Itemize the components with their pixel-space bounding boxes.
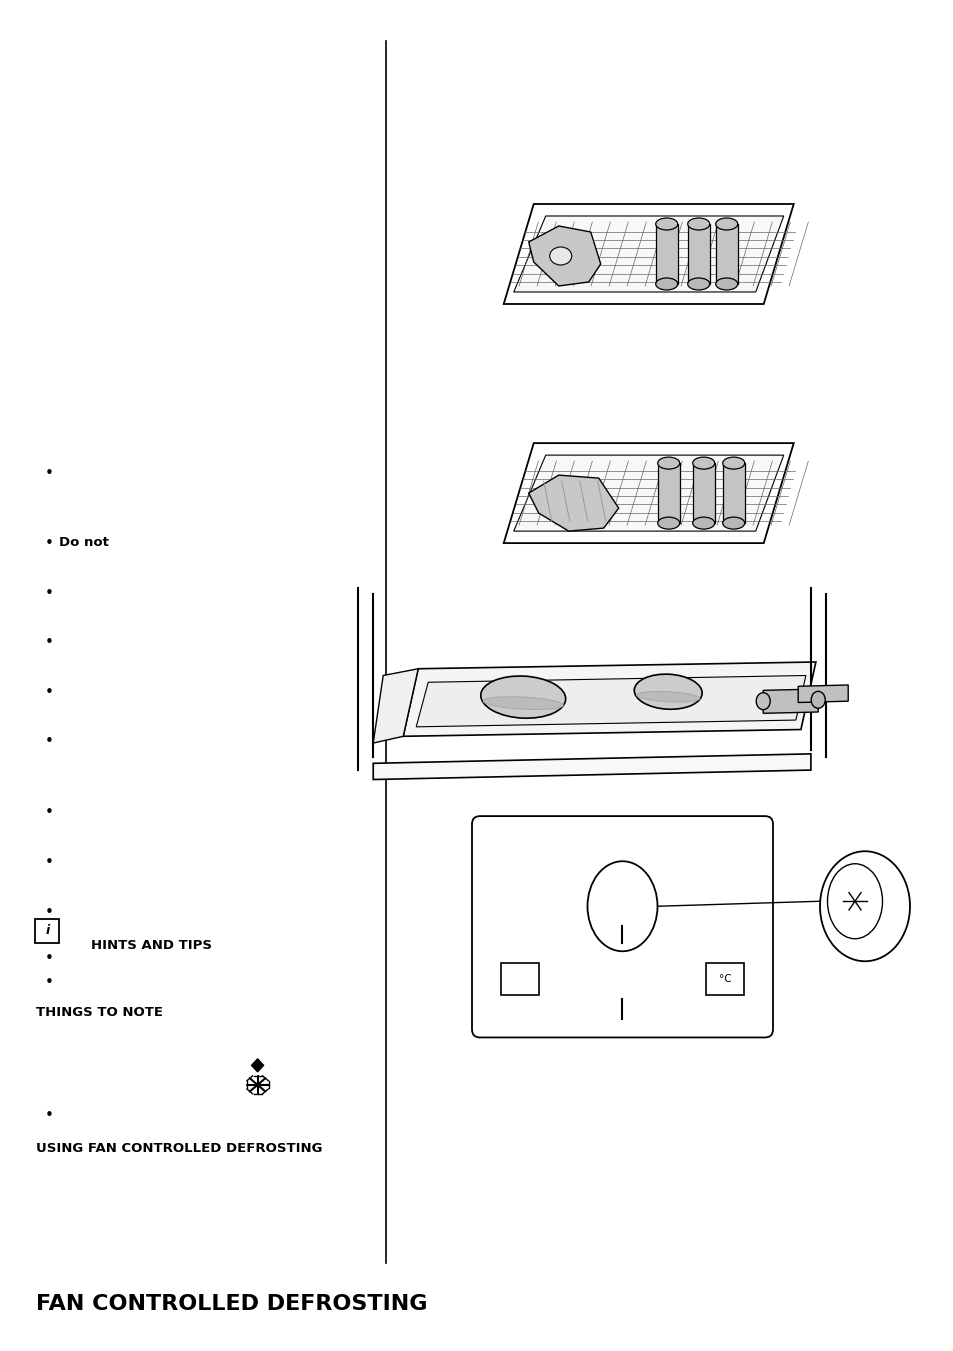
Text: •: • <box>45 536 53 551</box>
Ellipse shape <box>480 676 565 719</box>
Polygon shape <box>503 443 793 543</box>
Ellipse shape <box>692 457 714 469</box>
Polygon shape <box>715 224 737 284</box>
Polygon shape <box>373 754 810 780</box>
Text: •: • <box>45 951 53 966</box>
Ellipse shape <box>820 851 909 962</box>
Polygon shape <box>252 1059 263 1071</box>
Text: °C: °C <box>718 974 731 985</box>
Text: •: • <box>45 635 53 650</box>
Polygon shape <box>687 224 709 284</box>
Ellipse shape <box>483 697 562 709</box>
Ellipse shape <box>636 692 699 703</box>
FancyBboxPatch shape <box>472 816 772 1038</box>
Text: Do not: Do not <box>59 536 109 550</box>
Ellipse shape <box>655 218 677 230</box>
Ellipse shape <box>549 247 571 265</box>
Text: THINGS TO NOTE: THINGS TO NOTE <box>36 1006 163 1020</box>
Polygon shape <box>762 689 818 713</box>
Polygon shape <box>528 476 618 531</box>
Polygon shape <box>373 669 417 743</box>
Polygon shape <box>798 685 847 703</box>
Ellipse shape <box>826 863 882 939</box>
Ellipse shape <box>634 674 701 709</box>
Text: •: • <box>45 466 53 481</box>
Text: FAN CONTROLLED DEFROSTING: FAN CONTROLLED DEFROSTING <box>36 1294 427 1315</box>
Text: HINTS AND TIPS: HINTS AND TIPS <box>91 939 212 952</box>
Polygon shape <box>722 463 744 523</box>
Ellipse shape <box>655 278 677 290</box>
Polygon shape <box>416 676 805 727</box>
Text: •: • <box>45 586 53 601</box>
Ellipse shape <box>587 861 657 951</box>
Polygon shape <box>403 662 815 736</box>
Ellipse shape <box>715 278 737 290</box>
FancyBboxPatch shape <box>705 963 743 996</box>
Text: •: • <box>45 685 53 700</box>
Text: •: • <box>45 975 53 990</box>
Polygon shape <box>657 463 679 523</box>
Text: •: • <box>45 905 53 920</box>
Text: i: i <box>45 924 50 938</box>
Polygon shape <box>655 224 677 284</box>
Text: •: • <box>45 734 53 748</box>
Polygon shape <box>513 216 783 292</box>
Ellipse shape <box>687 218 709 230</box>
Text: •: • <box>45 855 53 870</box>
Ellipse shape <box>657 457 679 469</box>
Polygon shape <box>528 226 600 286</box>
Ellipse shape <box>810 692 824 708</box>
Text: USING FAN CONTROLLED DEFROSTING: USING FAN CONTROLLED DEFROSTING <box>36 1142 322 1155</box>
Ellipse shape <box>687 278 709 290</box>
Text: •: • <box>45 1108 53 1123</box>
Ellipse shape <box>715 218 737 230</box>
Ellipse shape <box>722 517 744 530</box>
Polygon shape <box>692 463 714 523</box>
Ellipse shape <box>722 457 744 469</box>
FancyBboxPatch shape <box>500 963 538 996</box>
Polygon shape <box>513 455 783 531</box>
Ellipse shape <box>756 693 769 709</box>
Ellipse shape <box>692 517 714 530</box>
FancyBboxPatch shape <box>35 919 59 943</box>
Text: •: • <box>45 805 53 820</box>
Ellipse shape <box>657 517 679 530</box>
Polygon shape <box>503 204 793 304</box>
